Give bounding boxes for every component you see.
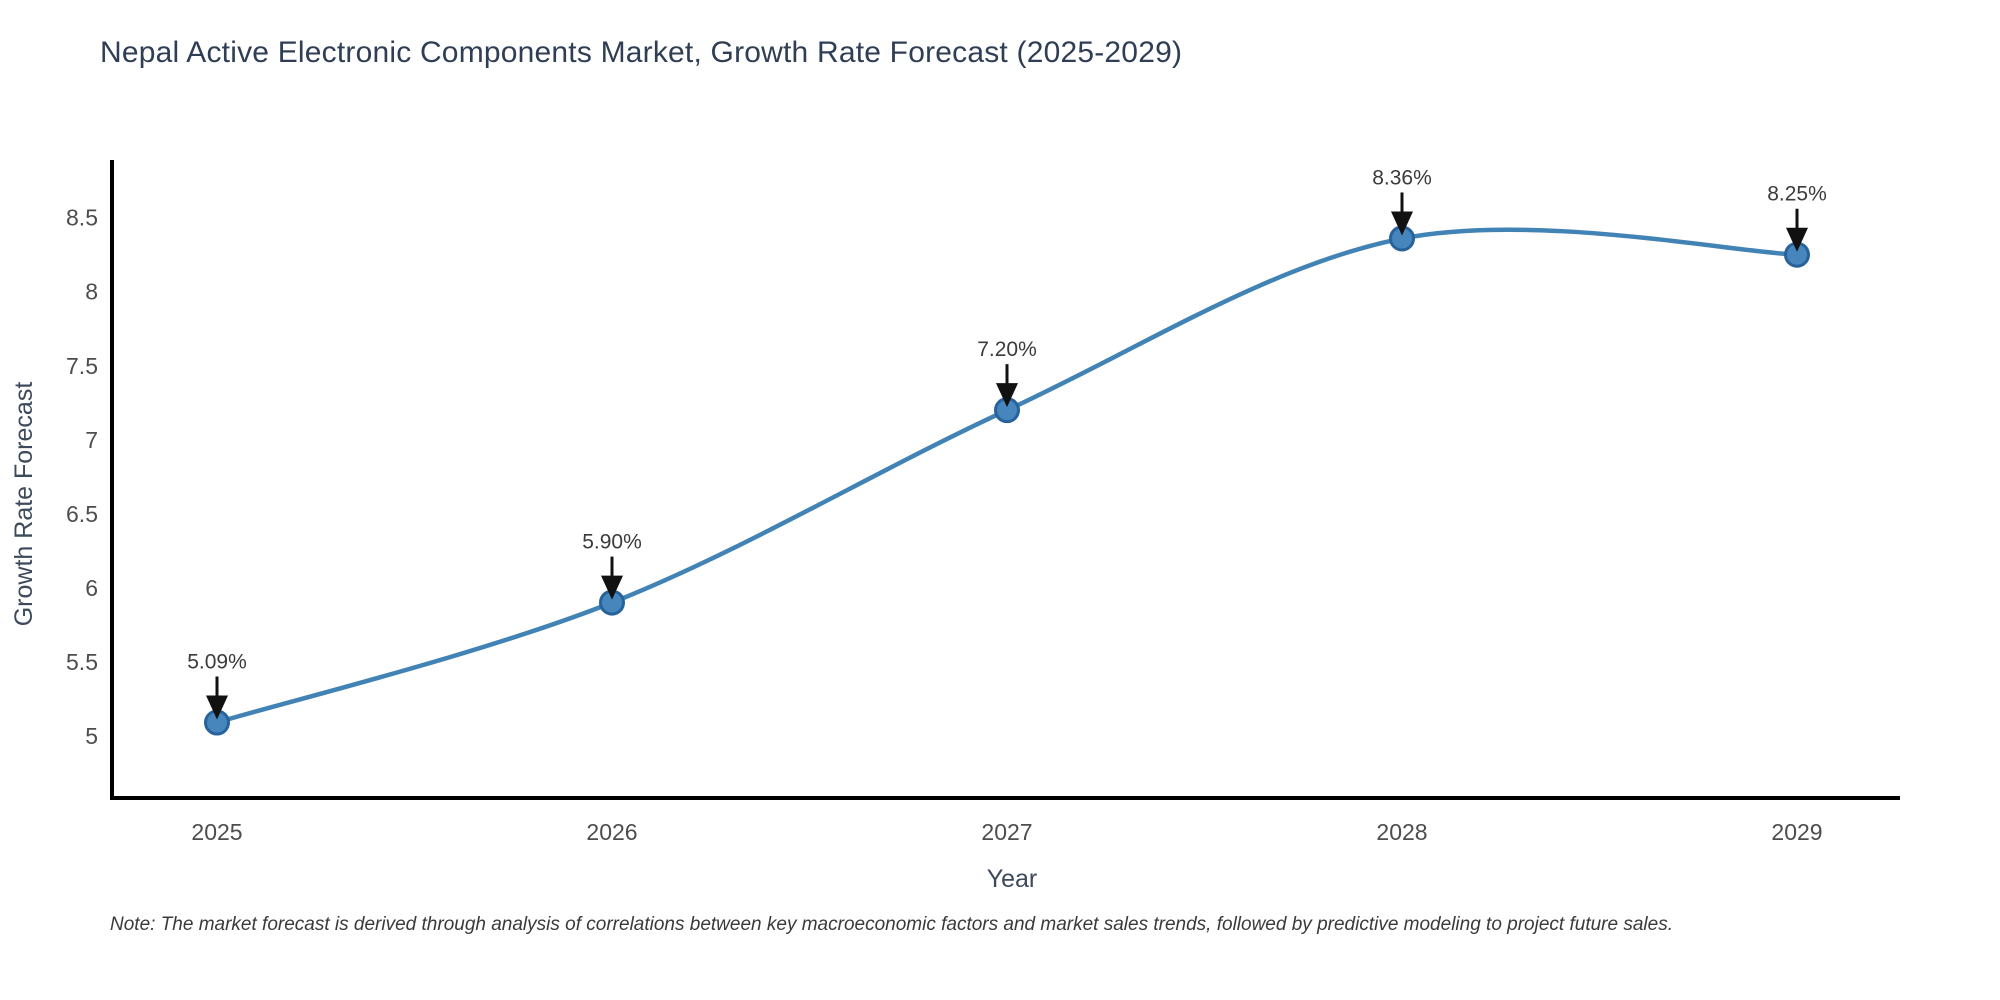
- x-tick-label: 2026: [586, 819, 637, 845]
- y-tick-label: 7.5: [66, 353, 98, 379]
- annotation-arrowhead-icon: [1391, 211, 1413, 236]
- y-tick-label: 8: [85, 279, 98, 305]
- annotation-label: 5.90%: [582, 531, 642, 554]
- x-tick-label: 2029: [1771, 819, 1822, 845]
- series-line: [214, 227, 1800, 725]
- annotation-label: 5.09%: [187, 651, 247, 674]
- y-axis-title: Growth Rate Forecast: [10, 382, 38, 627]
- annotation-arrowhead-icon: [996, 383, 1018, 408]
- chart-title: Nepal Active Electronic Components Marke…: [100, 36, 1183, 69]
- y-tick-label: 6: [85, 575, 98, 601]
- x-axis-title: Year: [987, 865, 1038, 893]
- chart-note: Note: The market forecast is derived thr…: [110, 914, 1673, 935]
- x-tick-label: 2025: [191, 819, 242, 845]
- x-tick-label: 2028: [1376, 819, 1427, 845]
- y-tick-label: 5: [85, 723, 98, 749]
- annotation-arrowhead-icon: [1786, 227, 1808, 252]
- y-tick-label: 6.5: [66, 501, 98, 527]
- annotation-label: 8.36%: [1372, 166, 1432, 189]
- y-tick-label: 7: [85, 427, 98, 453]
- x-tick-label: 2027: [981, 819, 1032, 845]
- annotation-arrowhead-icon: [601, 575, 623, 600]
- y-tick-label: 8.5: [66, 205, 98, 231]
- annotation-label: 7.20%: [977, 338, 1037, 361]
- annotation-label: 8.25%: [1767, 183, 1827, 206]
- y-tick-label: 5.5: [66, 649, 98, 675]
- annotation-arrowhead-icon: [206, 695, 228, 720]
